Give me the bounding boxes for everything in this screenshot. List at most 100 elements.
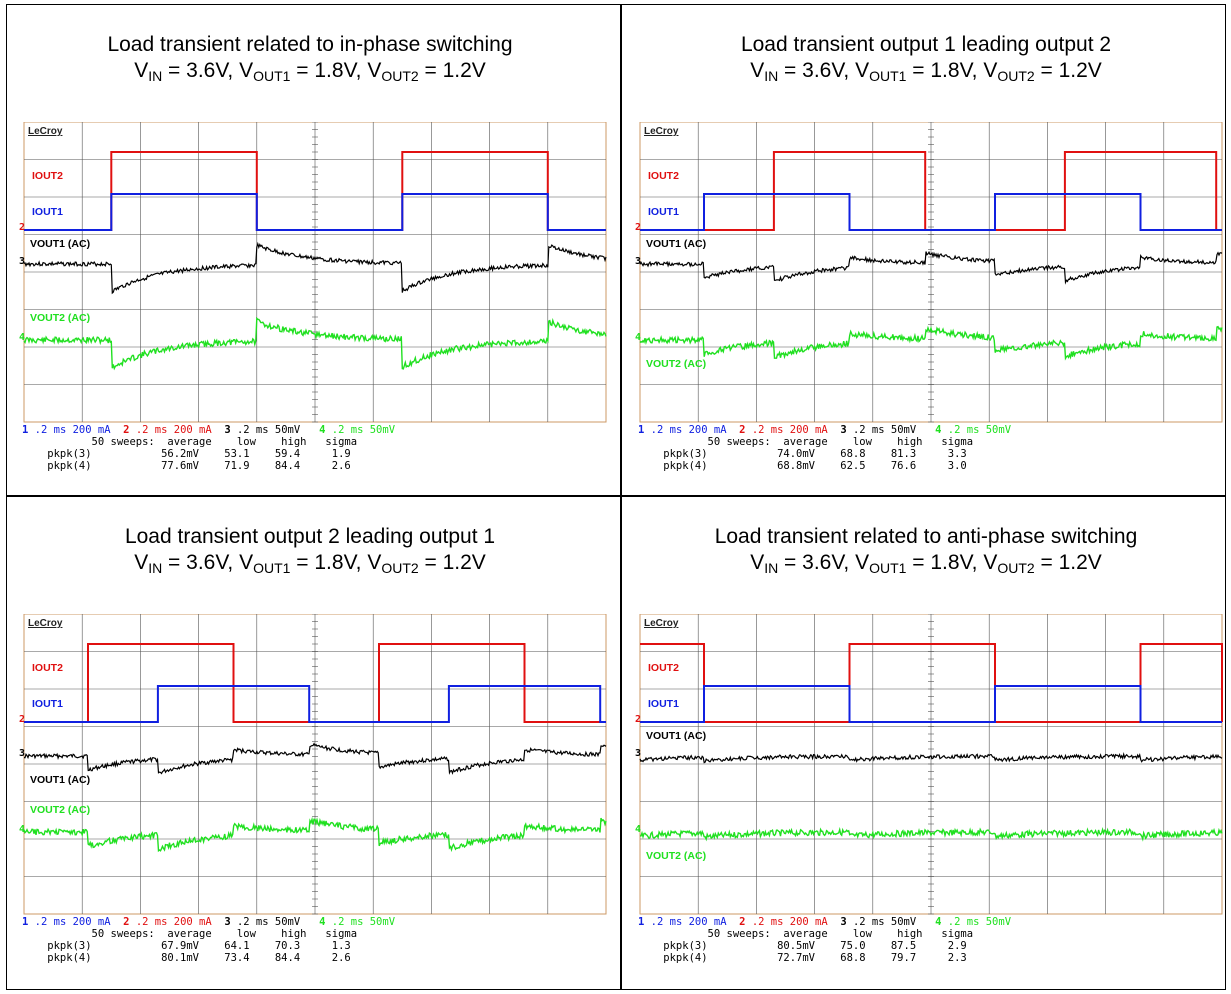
iout1-label: IOUT1 (32, 206, 63, 218)
iout2-trace (24, 643, 606, 723)
subtitle-value: = 1.2V (1034, 551, 1102, 574)
measurement-readout: 1 .2 ms 200 mA 2 .2 ms 200 mA 3 .2 ms 50… (638, 424, 1011, 472)
channel-setting-ch4: .2 ms 50mV (331, 424, 396, 436)
subtitle-subscript: OUT2 (997, 68, 1035, 84)
subtitle-subscript: OUT1 (253, 68, 291, 84)
subtitle-value: = 3.6V, (162, 59, 240, 82)
channel-settings-line: 1 .2 ms 200 mA 2 .2 ms 200 mA 3 .2 ms 50… (22, 916, 395, 928)
channel-number: 2 (110, 424, 136, 436)
channel-number: 1 (638, 424, 651, 436)
stats-row: pkpk(4) 80.1mV 73.4 84.4 2.6 (22, 952, 351, 964)
subtitle-var: V (983, 59, 998, 82)
scope-screen: LeCroy IOUT2 IOUT1 VOUT1 (AC) VOUT2 (AC) 2 3 4 (635, 614, 1223, 915)
channel-setting-ch3: .2 ms 50mV (852, 424, 917, 436)
subtitle-subscript: IN (764, 68, 779, 84)
vout2-trace (23, 816, 607, 853)
chart-title: Load transient output 2 leading output 1 (124, 525, 496, 548)
ch3-marker: 3 (635, 748, 642, 759)
subtitle-var: V (855, 59, 870, 82)
subtitle-subscript: OUT1 (869, 68, 907, 84)
channel-setting-ch4: .2 ms 50mV (947, 916, 1012, 928)
oscilloscope-trace-area (23, 122, 607, 423)
subtitle-subscript: OUT1 (253, 560, 291, 576)
channel-setting-ch2: .2 ms 200 mA (751, 424, 828, 436)
subtitle-var: V (239, 551, 254, 574)
subtitle-var: V (983, 551, 998, 574)
stats-row: pkpk(4) 72.7mV 68.8 79.7 2.3 (638, 952, 967, 964)
ch3-marker: 3 (19, 748, 26, 759)
ch4-marker: 4 (635, 332, 642, 343)
ch4-marker: 4 (635, 824, 642, 835)
channel-settings-line: 1 .2 ms 200 mA 2 .2 ms 200 mA 3 .2 ms 50… (638, 916, 1011, 928)
ch4-marker: 4 (19, 824, 26, 835)
oscilloscope-trace-area (23, 614, 607, 915)
ch4-marker: 4 (19, 332, 26, 343)
subtitle-subscript: IN (148, 560, 163, 576)
oscilloscope-trace-area (639, 122, 1223, 423)
channel-number: 4 (300, 916, 332, 928)
stats-header: 50 sweeps: average low high sigma (638, 436, 974, 448)
subtitle-subscript: OUT2 (381, 560, 419, 576)
chart-subtitle: VIN = 3.6V, VOUT1 = 1.8V, VOUT2 = 1.2V (626, 58, 1226, 89)
figure-frame (6, 4, 1226, 990)
subtitle-value: = 1.2V (1034, 59, 1102, 82)
iout2-label: IOUT2 (648, 170, 679, 182)
channel-number: 3 (211, 424, 237, 436)
chart-subtitle: VIN = 3.6V, VOUT1 = 1.8V, VOUT2 = 1.2V (10, 58, 610, 89)
vout1-label: VOUT1 (AC) (646, 238, 707, 250)
channel-setting-ch4: .2 ms 50mV (947, 424, 1012, 436)
vout2-label: VOUT2 (AC) (30, 804, 91, 816)
stats-row: pkpk(4) 77.6mV 71.9 84.4 2.6 (22, 460, 351, 472)
channel-number: 2 (726, 424, 752, 436)
measurement-readout: 1 .2 ms 200 mA 2 .2 ms 200 mA 3 .2 ms 50… (22, 424, 395, 472)
channel-setting-ch3: .2 ms 50mV (236, 916, 301, 928)
measurement-readout: 1 .2 ms 200 mA 2 .2 ms 200 mA 3 .2 ms 50… (22, 916, 395, 964)
ch2-marker: 2 (635, 222, 642, 233)
iout1-label: IOUT1 (648, 206, 679, 218)
chart-title: Load transient related to in-phase switc… (107, 33, 513, 56)
channel-number: 3 (827, 424, 853, 436)
vout1-trace (639, 752, 1223, 764)
channel-setting-ch2: .2 ms 200 mA (135, 424, 212, 436)
stats-row: pkpk(3) 67.9mV 64.1 70.3 1.3 (22, 940, 351, 952)
subtitle-value: = 1.8V, (290, 59, 368, 82)
channel-setting-ch2: .2 ms 200 mA (751, 916, 828, 928)
ch2-marker: 2 (19, 714, 26, 725)
vout2-trace (639, 826, 1223, 842)
vout1-label: VOUT1 (AC) (30, 238, 91, 250)
subtitle-subscript: OUT1 (869, 560, 907, 576)
iout1-trace (24, 193, 606, 231)
channel-setting-ch1: .2 ms 200 mA (650, 916, 727, 928)
scope-panel-4: Load transient related to anti-phase swi… (626, 500, 1226, 990)
subtitle-var: V (367, 551, 382, 574)
channel-setting-ch1: .2 ms 200 mA (650, 424, 727, 436)
scope-panel-1: Load transient related to in-phase switc… (10, 8, 610, 498)
vout2-label: VOUT2 (AC) (30, 312, 91, 324)
column-divider (620, 4, 622, 990)
stats-header: 50 sweeps: average low high sigma (22, 928, 358, 940)
vout1-trace (23, 742, 607, 775)
scope-screen: LeCroy IOUT2 IOUT1 VOUT1 (AC) VOUT2 (AC) 2 3 4 (635, 122, 1223, 423)
channel-setting-ch1: .2 ms 200 mA (34, 916, 111, 928)
vout2-label: VOUT2 (AC) (646, 358, 707, 370)
channel-settings-line: 1 .2 ms 200 mA 2 .2 ms 200 mA 3 .2 ms 50… (638, 424, 1011, 436)
subtitle-value: = 3.6V, (162, 551, 240, 574)
vout1-trace (639, 250, 1223, 285)
subtitle-subscript: OUT2 (997, 560, 1035, 576)
subtitle-value: = 3.6V, (778, 551, 856, 574)
channel-number: 4 (916, 424, 948, 436)
channel-setting-ch3: .2 ms 50mV (236, 424, 301, 436)
subtitle-var: V (134, 551, 149, 574)
stats-header: 50 sweeps: average low high sigma (638, 928, 974, 940)
subtitle-value: = 1.2V (418, 59, 486, 82)
iout2-label: IOUT2 (648, 662, 679, 674)
iout2-label: IOUT2 (32, 170, 63, 182)
channel-settings-line: 1 .2 ms 200 mA 2 .2 ms 200 mA 3 .2 ms 50… (22, 424, 395, 436)
brand-logo: LeCroy (644, 618, 679, 629)
subtitle-var: V (134, 59, 149, 82)
iout1-trace (24, 685, 606, 723)
stats-row: pkpk(3) 56.2mV 53.1 59.4 1.9 (22, 448, 351, 460)
scope-screen: LeCroy IOUT2 IOUT1 VOUT1 (AC) VOUT2 (AC) 2 3 4 (19, 122, 607, 423)
ch3-marker: 3 (635, 256, 642, 267)
subtitle-value: = 3.6V, (778, 59, 856, 82)
